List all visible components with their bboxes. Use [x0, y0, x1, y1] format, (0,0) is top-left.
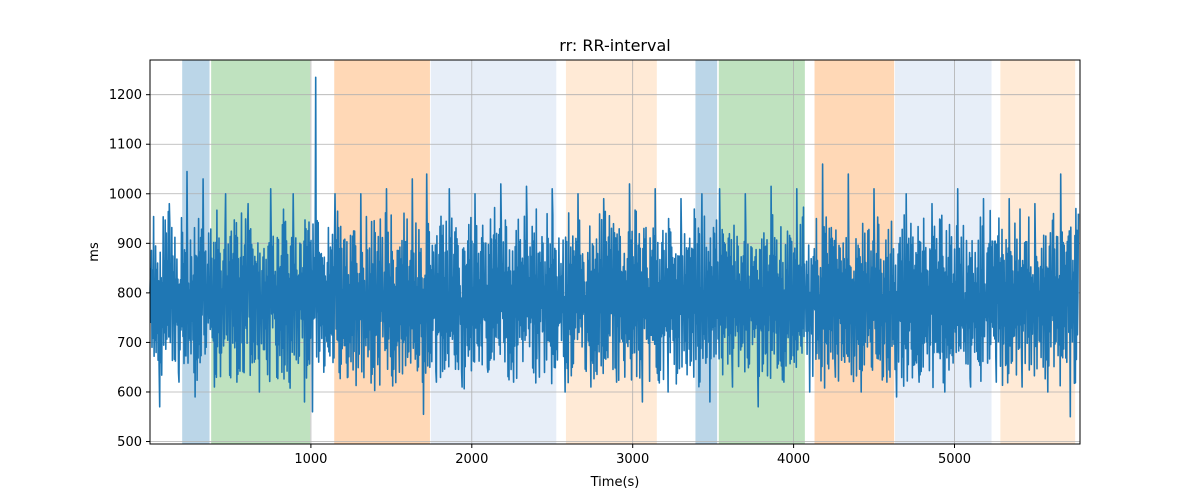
x-tick-label: 1000	[294, 452, 327, 467]
y-axis-ticks: 500 600 700 800 900 1000 1100 1200	[109, 88, 150, 450]
y-tick-label: 1100	[109, 138, 142, 153]
y-tick-label: 500	[117, 435, 142, 450]
y-tick-label: 1000	[109, 187, 142, 202]
x-axis-label: Time(s)	[590, 475, 640, 490]
rr-interval-line	[149, 76, 1080, 418]
x-tick-label: 3000	[616, 452, 649, 467]
y-tick-label: 1200	[109, 88, 142, 103]
x-tick-label: 4000	[777, 452, 810, 467]
x-axis-ticks: 1000 2000 3000 4000 5000	[294, 444, 971, 467]
highlight-band-8	[814, 60, 895, 444]
y-axis-label: ms	[87, 242, 102, 262]
y-tick-label: 700	[117, 336, 142, 351]
chart-title: rr: RR-interval	[559, 36, 670, 55]
y-tick-label: 600	[117, 385, 142, 400]
y-tick-label: 800	[117, 286, 142, 301]
x-tick-label: 5000	[938, 452, 971, 467]
series-line-layer	[149, 76, 1080, 418]
plot-frame	[149, 59, 1081, 445]
y-tick-label: 900	[117, 237, 142, 252]
x-tick-label: 2000	[455, 452, 488, 467]
